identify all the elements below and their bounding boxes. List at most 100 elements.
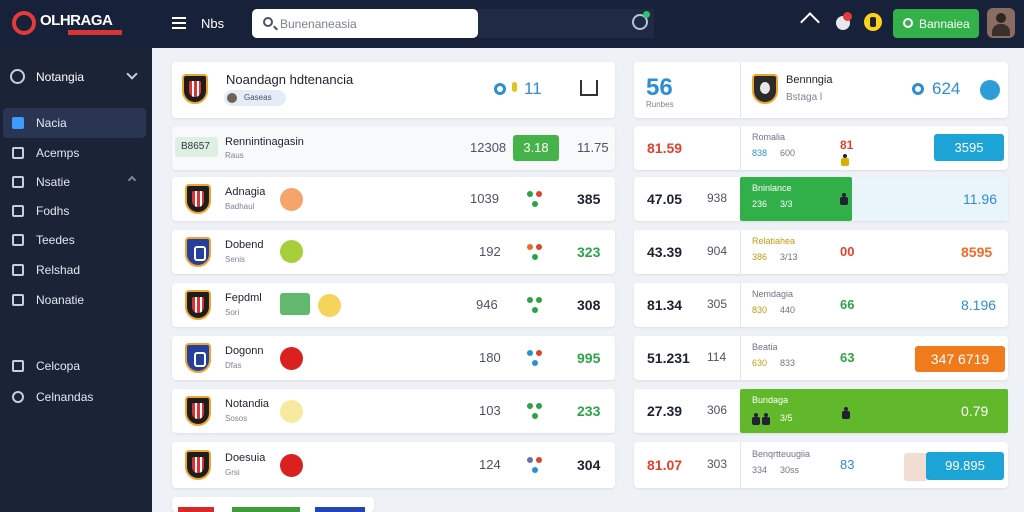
- row-secondary: 306: [707, 403, 728, 417]
- odds-button[interactable]: 3.18: [513, 135, 559, 161]
- row-odds[interactable]: 304: [577, 457, 601, 473]
- sidebar-item-label: Nsatie: [36, 175, 71, 189]
- highlight-row[interactable]: Bundaga 3/5 0.79: [740, 389, 1008, 433]
- featured-odds: 11.75: [577, 140, 609, 155]
- status-dot: [532, 254, 538, 260]
- team-name: Dogonn: [225, 345, 264, 357]
- highlight-cell[interactable]: Bninlance 236 3/3: [740, 177, 852, 221]
- status-chip: [280, 400, 303, 423]
- sidebar-header[interactable]: Notangia: [10, 68, 142, 86]
- house-icon: [12, 147, 24, 159]
- cta-button[interactable]: Bannaiea: [893, 9, 979, 38]
- status-dot: [536, 297, 542, 303]
- status-dot: [527, 191, 533, 197]
- row-odds[interactable]: 323: [577, 244, 601, 260]
- add-button[interactable]: [980, 80, 1000, 100]
- row-meta-1: 236: [752, 199, 768, 209]
- odds-button[interactable]: 99.895: [926, 452, 1004, 480]
- coin-icon[interactable]: [864, 13, 884, 33]
- tag-pill[interactable]: Gaseas: [224, 90, 286, 106]
- row-meta-1: 386: [752, 252, 768, 262]
- status-dot: [532, 413, 538, 419]
- row-meta-2: 600: [780, 148, 796, 158]
- list-item[interactable]: Doesuia Grsi 124 304: [172, 442, 615, 488]
- color-segment: [232, 507, 300, 512]
- right-header-card[interactable]: 56 Runbes Bennngia Bstaga l 624: [634, 62, 1008, 118]
- sidebar-item-home[interactable]: Nacia: [3, 108, 146, 138]
- refresh-icon[interactable]: [494, 83, 506, 95]
- sidebar-item-label: Nacia: [36, 116, 67, 130]
- sidebar-item-3[interactable]: Nsatie: [3, 167, 146, 197]
- row-odds[interactable]: 385: [577, 191, 601, 207]
- list-item[interactable]: Adnagia Badhaul 1039 385: [172, 177, 615, 221]
- row-value: 47.05: [647, 191, 683, 207]
- notification-badge: [843, 12, 852, 21]
- table-row[interactable]: 51.231 114 Beatia 630 833 63 347 6719: [634, 336, 1008, 380]
- status-dot: [536, 244, 542, 250]
- sidebar-item-7[interactable]: Noanatie: [3, 285, 146, 315]
- avatar[interactable]: [987, 8, 1015, 38]
- row-meta-1: 630: [752, 358, 768, 368]
- status-dot: [532, 467, 538, 473]
- header-big-number: 56: [646, 74, 673, 101]
- row-right-value[interactable]: 11.96: [963, 191, 997, 207]
- status-dot: [527, 297, 533, 303]
- list-item[interactable]: Dogonn Dfas 180 995: [172, 336, 615, 380]
- odds-button[interactable]: 3595: [934, 134, 1004, 161]
- table-row[interactable]: 47.05 938 Bninlance 236 3/3 11.96: [634, 177, 1008, 221]
- refresh-icon[interactable]: [912, 83, 924, 95]
- row-right-value[interactable]: 8.196: [961, 297, 997, 313]
- status-chip: [280, 240, 303, 263]
- row-label: Bninlance: [752, 183, 792, 193]
- status-dot: [527, 403, 533, 409]
- row-label: Benqrtteuugiia: [752, 449, 811, 459]
- row-odds[interactable]: 995: [577, 350, 601, 366]
- sidebar-item-9[interactable]: Celnandas: [3, 382, 146, 412]
- table-row[interactable]: 27.39 306 Bundaga 3/5 0.79: [634, 389, 1008, 433]
- list-item[interactable]: Dobend Senis 192 323: [172, 230, 615, 274]
- sidebar-item-6[interactable]: Relshad: [3, 255, 146, 285]
- list-item[interactable]: Notandia Sosos 103 233: [172, 389, 615, 433]
- sidebar-item-8[interactable]: Celcopa: [3, 351, 146, 381]
- sidebar-item-5[interactable]: Teedes: [3, 225, 146, 255]
- nav-label[interactable]: Nbs: [201, 16, 225, 31]
- status-badge: [904, 453, 928, 481]
- row-odds[interactable]: 233: [577, 403, 601, 419]
- search-box[interactable]: [252, 9, 478, 38]
- team-crest-icon: [182, 74, 208, 104]
- team-crest-icon: [185, 450, 211, 480]
- ball-icon: [512, 82, 517, 92]
- search-input[interactable]: [280, 14, 470, 33]
- refresh-icon[interactable]: [632, 14, 648, 30]
- table-row[interactable]: 81.59 Romalia 838 600 81 3595: [634, 126, 1008, 170]
- row-secondary: 114: [707, 350, 727, 364]
- row-label: Romalia: [752, 132, 786, 142]
- odds-button[interactable]: 347 6719: [915, 346, 1005, 372]
- list-item[interactable]: Fepdml Sori 946 308: [172, 283, 615, 327]
- menu-icon[interactable]: [172, 17, 186, 29]
- home-icon[interactable]: [800, 13, 820, 33]
- row-right-value[interactable]: 8595: [961, 244, 993, 260]
- featured-row[interactable]: B8657 Rennintinagasin Raus 12308 3.18 11…: [172, 126, 615, 170]
- search-icon: [263, 17, 273, 27]
- row-number: 192: [479, 244, 501, 259]
- row-odds[interactable]: 308: [577, 297, 601, 313]
- chart-icon: [12, 294, 24, 306]
- table-row[interactable]: 81.07 303 Benqrtteuugiia 334 30ss 83 99.…: [634, 442, 1008, 488]
- row-meta-2: 440: [780, 305, 796, 315]
- team-sub: Grsi: [225, 468, 240, 477]
- table-row[interactable]: 81.34 305 Nemdagia 830 440 66 8.196: [634, 283, 1008, 327]
- table-row[interactable]: 43.39 904 Relatiahea 386 3/13 00 8595: [634, 230, 1008, 274]
- match-header-card[interactable]: Noandagn hdtenancia Gaseas 11: [172, 62, 615, 118]
- row-number: 180: [479, 350, 501, 365]
- brand-logo[interactable]: OLHRAGA: [10, 9, 122, 39]
- row-meta-1: 334: [752, 465, 768, 475]
- home-icon[interactable]: [580, 80, 598, 96]
- tag-label: Gaseas: [244, 93, 272, 102]
- team-name: Adnagia: [225, 186, 266, 198]
- sidebar-item-2[interactable]: Acemps: [3, 138, 146, 168]
- header-big-sub: Runbes: [646, 100, 674, 109]
- status-chip: [280, 454, 303, 477]
- sidebar-item-4[interactable]: Fodhs: [3, 196, 146, 226]
- header-sub: Bstaga l: [786, 92, 823, 103]
